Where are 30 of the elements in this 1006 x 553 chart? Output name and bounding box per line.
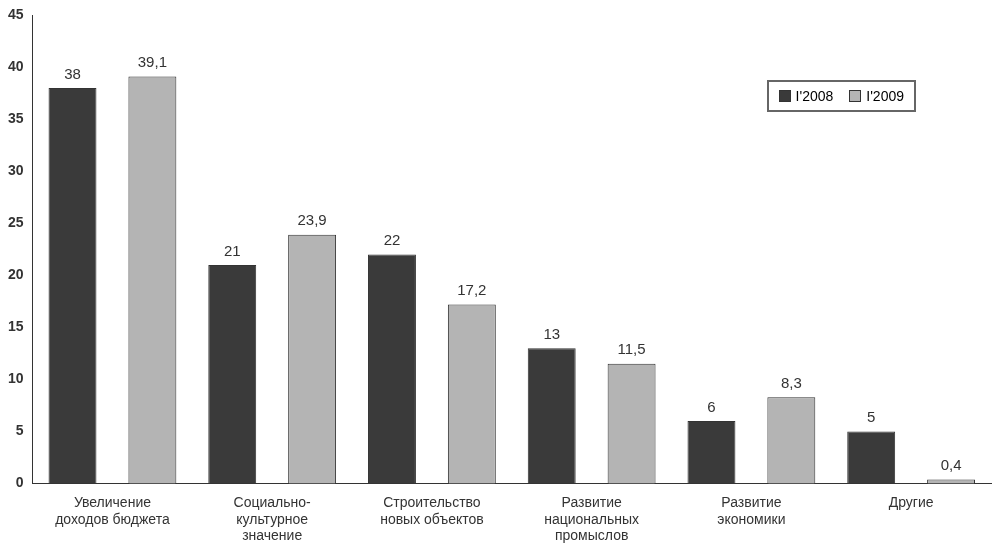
data-label: 8,3 (780, 373, 802, 391)
data-label: 39,1 (137, 53, 167, 71)
x-tick-label: Строительство новых объектов (380, 493, 484, 527)
x-tick-label: Другие (888, 493, 934, 510)
legend-label: I'2009 (865, 88, 904, 104)
legend-label: I'2008 (794, 88, 834, 104)
data-label: 11,5 (617, 340, 646, 358)
y-tick-label: 0 (15, 474, 24, 491)
y-tick-label: 45 (7, 5, 24, 22)
data-label: 22 (383, 231, 401, 249)
data-label: 0,4 (940, 456, 962, 474)
y-tick-label: 15 (7, 318, 24, 335)
y-tick-label: 40 (7, 57, 24, 74)
x-tick-label: Развитие национальных промыслов (544, 493, 640, 544)
y-tick-label: 5 (15, 422, 24, 439)
data-label: 6 (707, 397, 716, 415)
data-label: 17,2 (457, 281, 487, 299)
y-tick-label: 30 (7, 162, 24, 179)
y-tick-label: 10 (7, 370, 24, 387)
x-tick-label: Социально- культурное значение (233, 493, 312, 544)
data-label: 23,9 (297, 211, 327, 229)
y-tick-label: 25 (7, 214, 24, 231)
x-tick-label: Увеличение доходов бюджета (55, 493, 170, 527)
data-label: 21 (223, 241, 241, 259)
y-tick-label: 35 (7, 109, 24, 126)
y-tick-label: 20 (7, 266, 24, 283)
x-tick-label: Развитие экономики (717, 493, 786, 527)
data-label: 13 (543, 324, 561, 342)
data-label: 5 (867, 408, 876, 426)
data-label: 38 (64, 64, 81, 82)
